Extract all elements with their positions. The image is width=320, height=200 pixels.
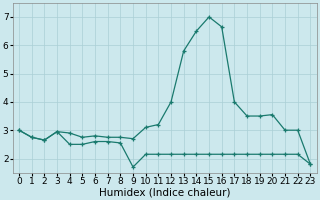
X-axis label: Humidex (Indice chaleur): Humidex (Indice chaleur) [99, 187, 230, 197]
